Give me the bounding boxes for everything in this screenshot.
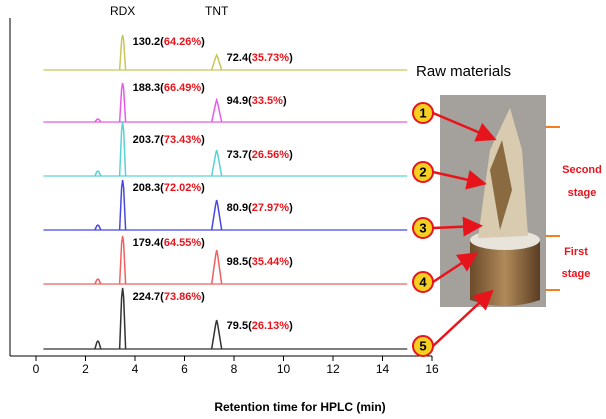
marker-number: 3 (419, 220, 426, 235)
annotation-part: 130.2( (133, 36, 165, 48)
annotation-part: 35.73% (252, 52, 290, 64)
peak-annotation: 94.9(33.5%) (227, 95, 287, 107)
annotation-part: 98.5( (227, 256, 252, 268)
x-tick-label: 12 (326, 362, 340, 376)
annotation-part: 80.9( (227, 202, 252, 214)
annotation-part: 33.5% (252, 95, 283, 107)
annotation-part: ) (201, 237, 205, 249)
stage-label: First (564, 246, 588, 258)
annotation-part: ) (201, 82, 205, 94)
annotation-part: ) (201, 291, 205, 303)
peak-annotation: 73.7(26.56%) (227, 149, 293, 161)
annotation-part: 72.02% (164, 182, 202, 194)
chart: Raw materials Second stage First stage R… (0, 0, 606, 419)
annotation-part: 35.44% (252, 256, 290, 268)
raw-label: Raw materials (416, 63, 511, 80)
marker-number: 2 (419, 164, 426, 179)
annotation-part: ) (289, 256, 293, 268)
stage-label: stage (568, 187, 597, 199)
peak (120, 122, 126, 176)
peak (120, 180, 126, 230)
peak (212, 250, 222, 284)
annotation-part: ) (201, 182, 205, 194)
peak (95, 225, 101, 230)
annotation-part: ) (289, 52, 293, 64)
peak (212, 150, 222, 176)
peak (212, 200, 222, 230)
peak (95, 341, 101, 349)
annotation-part: 94.9( (227, 95, 252, 107)
annotation-part: 27.97% (252, 202, 290, 214)
x-tick-label: 4 (132, 362, 139, 376)
peak (212, 100, 222, 122)
annotation-part: 72.4( (227, 52, 252, 64)
peak (212, 55, 222, 70)
peak (120, 83, 126, 122)
x-tick-label: 14 (376, 362, 390, 376)
marker-number: 4 (419, 274, 427, 289)
stage-ticks (545, 127, 560, 290)
photo (440, 95, 546, 307)
stage-label: stage (562, 268, 591, 280)
annotation-part: 188.3( (133, 82, 165, 94)
peak-annotation: 98.5(35.44%) (227, 256, 293, 268)
peak-annotation: 179.4(64.55%) (133, 237, 206, 249)
x-tick-label: 2 (82, 362, 89, 376)
x-tick-label: 10 (277, 362, 291, 376)
annotation-part: 79.5( (227, 320, 252, 332)
peak-name: TNT (205, 4, 229, 18)
annotation-part: 208.3( (133, 182, 165, 194)
peak-annotation: 188.3(66.49%) (133, 82, 206, 94)
marker-number: 5 (419, 338, 426, 353)
peak (120, 288, 126, 349)
peak (95, 279, 101, 284)
annotation-part: 73.43% (164, 134, 202, 146)
marker-number: 1 (419, 105, 426, 120)
annotation-part: 224.7( (133, 291, 165, 303)
peak (120, 236, 126, 284)
annotation-part: ) (283, 95, 287, 107)
peak-annotation: 72.4(35.73%) (227, 52, 293, 64)
x-tick-label: 0 (33, 362, 40, 376)
annotation-part: ) (201, 36, 205, 48)
peak (95, 171, 101, 176)
annotation-part: ) (289, 320, 293, 332)
annotation-part: 26.56% (252, 149, 290, 161)
x-tick-label: 16 (425, 362, 439, 376)
peak-name: RDX (110, 4, 135, 18)
peak-annotation: 203.7(73.43%) (133, 134, 206, 146)
x-tick-label: 6 (181, 362, 188, 376)
annotation-part: 66.49% (164, 82, 202, 94)
peak-annotation: 130.2(64.26%) (133, 36, 206, 48)
peak (212, 320, 222, 349)
annotation-part: 26.13% (252, 320, 290, 332)
annotation-part: 64.26% (164, 36, 202, 48)
x-axis-label: Retention time for HPLC (min) (214, 400, 385, 414)
peak-annotation: 224.7(73.86%) (133, 291, 206, 303)
peak-annotation: 208.3(72.02%) (133, 182, 206, 194)
annotation-part: ) (289, 202, 293, 214)
peak-annotation: 80.9(27.97%) (227, 202, 293, 214)
annotation-part: 73.7( (227, 149, 252, 161)
annotation-part: 73.86% (164, 291, 202, 303)
x-tick-label: 8 (231, 362, 238, 376)
annotation-part: 203.7( (133, 134, 165, 146)
peak-annotation: 79.5(26.13%) (227, 320, 293, 332)
annotation-part: ) (201, 134, 205, 146)
stage-label: Second (562, 164, 602, 176)
annotation-part: 179.4( (133, 237, 165, 249)
peak (120, 35, 126, 70)
annotation-part: ) (289, 149, 293, 161)
annotation-part: 64.55% (164, 237, 202, 249)
